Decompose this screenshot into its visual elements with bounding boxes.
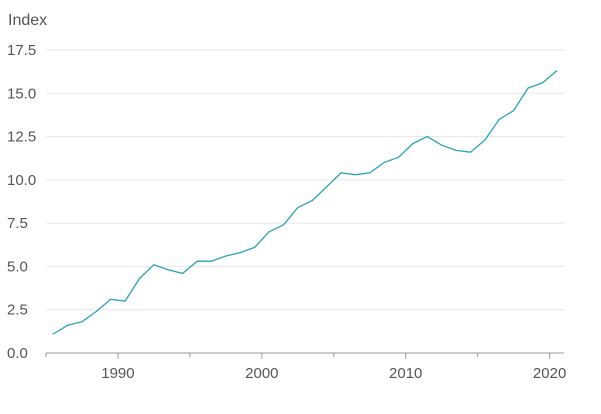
data-point	[196, 260, 198, 262]
data-point	[340, 172, 342, 174]
data-point	[484, 139, 486, 141]
y-tick-label: 17.5	[7, 42, 36, 59]
y-tick-label: 0.0	[7, 345, 28, 362]
gridlines	[46, 49, 564, 311]
data-point	[513, 110, 515, 112]
x-tick-label: 2010	[389, 365, 422, 382]
data-point	[469, 151, 472, 153]
data-point	[268, 231, 270, 233]
y-tick-label: 2.5	[7, 302, 28, 319]
data-point	[498, 118, 500, 120]
data-point	[354, 174, 356, 176]
data-point	[455, 149, 457, 152]
data-point	[182, 272, 184, 274]
data-point	[66, 324, 69, 326]
data-point	[52, 333, 54, 335]
data-point	[124, 300, 126, 302]
data-point	[311, 200, 313, 202]
x-tick-label: 2020	[533, 365, 566, 382]
y-tick-label: 12.5	[7, 129, 36, 146]
data-point	[153, 264, 155, 266]
y-tick-label: 15.0	[7, 85, 36, 102]
data-point	[369, 172, 371, 174]
x-axis: 1990 2000 2010 2020	[45, 352, 566, 382]
x-tick-label: 2000	[245, 365, 278, 382]
data-point	[167, 269, 169, 271]
data-point	[527, 87, 529, 89]
y-tick-label: 10.0	[7, 172, 36, 189]
data-point	[441, 144, 443, 146]
data-point	[541, 82, 544, 84]
data-point	[325, 186, 328, 188]
data-point	[282, 224, 285, 226]
data-point	[138, 277, 141, 280]
data-point	[556, 70, 558, 72]
y-axis-title: Index	[8, 12, 47, 29]
y-axis-tick-labels: 0.0 2.5 5.0 7.5 10.0 12.5 15.0 17.5	[7, 42, 36, 362]
data-point	[383, 161, 385, 164]
data-point	[426, 135, 428, 138]
data-point	[95, 310, 97, 313]
data-point	[210, 260, 213, 262]
data-point	[297, 206, 299, 209]
data-point	[110, 298, 112, 300]
y-tick-label: 5.0	[7, 258, 28, 275]
data-point	[225, 255, 227, 257]
data-point	[81, 321, 83, 323]
y-tick-label: 7.5	[7, 215, 28, 232]
x-tick-label: 1990	[101, 365, 134, 382]
data-point	[412, 142, 414, 145]
series-layer	[52, 70, 558, 335]
data-point	[397, 156, 400, 158]
series-line	[52, 70, 558, 335]
data-point	[239, 251, 241, 254]
data-point	[254, 246, 256, 248]
